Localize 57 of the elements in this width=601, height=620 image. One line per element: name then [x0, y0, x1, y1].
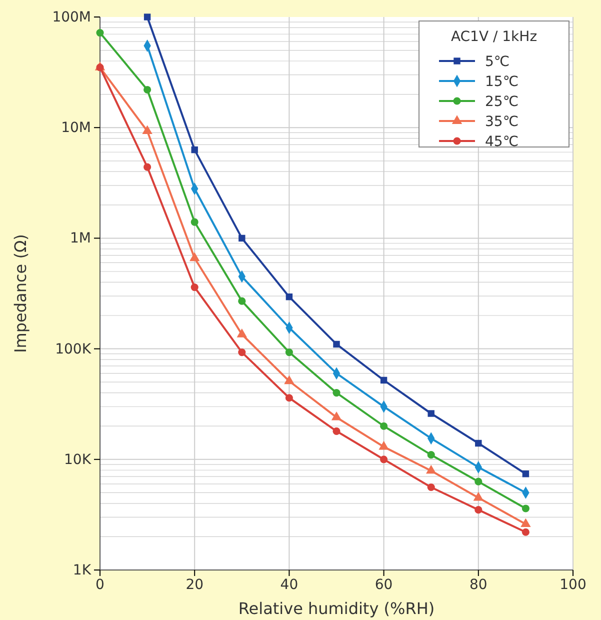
- point: [238, 297, 246, 305]
- y-tick-label: 1K: [72, 562, 92, 578]
- point: [475, 440, 482, 447]
- point: [144, 14, 151, 20]
- legend-label: 15℃: [485, 74, 519, 90]
- point: [332, 427, 340, 435]
- x-tick-label: 80: [469, 576, 488, 593]
- point: [474, 478, 482, 486]
- point: [428, 410, 434, 417]
- point: [190, 218, 198, 226]
- point: [522, 528, 530, 536]
- point: [378, 440, 389, 450]
- x-tick-label: 0: [96, 576, 104, 593]
- legend-label: 25℃: [485, 94, 519, 110]
- point: [474, 506, 482, 514]
- y-tick-label: 10K: [64, 452, 92, 468]
- point: [236, 328, 247, 338]
- legend-label: 5℃: [485, 54, 510, 70]
- point: [426, 464, 436, 474]
- x-tick-label: 100: [560, 576, 586, 593]
- x-tick-label: 40: [280, 576, 298, 593]
- point: [285, 394, 293, 402]
- point: [331, 411, 342, 420]
- point: [190, 283, 198, 292]
- x-tick-label: 20: [186, 576, 204, 593]
- point: [520, 518, 531, 528]
- point: [96, 29, 104, 37]
- point: [333, 340, 340, 348]
- point: [144, 86, 152, 94]
- point: [380, 422, 388, 430]
- y-tick-label: 100K: [55, 341, 92, 358]
- x-axis-title: Relative humidity (%RH): [238, 599, 435, 618]
- point: [238, 348, 246, 356]
- legend-label: 35℃: [485, 114, 519, 130]
- legend-label: 45℃: [485, 134, 519, 150]
- y-tick-label: 10M: [61, 120, 91, 136]
- point: [332, 389, 340, 397]
- x-tick-label: 60: [374, 576, 393, 593]
- y-tick-label: 100M: [52, 9, 91, 26]
- point: [380, 376, 388, 384]
- point: [427, 451, 435, 459]
- point: [144, 163, 152, 171]
- point: [522, 504, 530, 512]
- point: [142, 125, 152, 134]
- point: [285, 348, 293, 356]
- y-tick-label: 1M: [70, 230, 91, 247]
- y-axis-title: Impedance (Ω): [11, 234, 30, 353]
- point: [427, 483, 435, 492]
- point: [284, 375, 294, 384]
- point: [286, 293, 293, 300]
- point: [380, 456, 388, 464]
- point: [522, 470, 530, 478]
- point: [473, 492, 484, 501]
- legend-title: AC1V / 1kHz: [450, 29, 538, 45]
- point: [238, 234, 246, 242]
- point: [191, 146, 198, 154]
- point: [190, 252, 200, 262]
